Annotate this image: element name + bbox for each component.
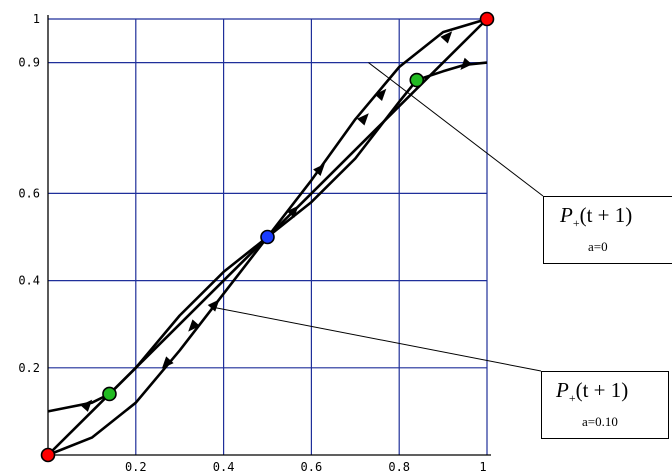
y-tick-label-3: 0.9	[18, 56, 40, 70]
x-tick-label-1: 0.4	[213, 460, 235, 474]
grid-lines	[48, 18, 488, 455]
fixed-point-2	[260, 229, 275, 245]
y-tick-label-2: 0.6	[18, 186, 40, 200]
arrow-head-4	[313, 163, 325, 177]
leader-line-0	[368, 62, 544, 197]
tick-labels: 0.2 0.4 0.6 0.8 1 0.2 0.4 0.6 0.9 1	[18, 12, 486, 474]
fixed-point-3	[102, 386, 117, 402]
arrow-head-7	[440, 31, 453, 44]
arrow-head-0	[80, 399, 93, 412]
leader-line-1	[210, 306, 542, 372]
x-tick-label-3: 0.8	[388, 460, 410, 474]
axes	[44, 15, 491, 459]
arrow-head-5	[357, 113, 369, 126]
arrow-4	[313, 163, 325, 177]
callout-leader-lines	[210, 62, 544, 372]
arrow-head-2	[188, 319, 200, 332]
callout-a010: P+(t + 1) a=0.10	[541, 371, 669, 439]
arrow-head-3	[286, 205, 299, 218]
arrow-1	[161, 356, 174, 369]
arrow-6	[374, 88, 387, 102]
callout-a010-label: P+(t + 1)	[556, 378, 629, 406]
x-tick-label-0: 0.2	[125, 460, 147, 474]
callout-a0: P+(t + 1) a=0	[543, 196, 672, 264]
fixed-point-4	[409, 72, 425, 88]
arrow-head-9	[207, 299, 220, 312]
callout-a010-param: a=0.10	[582, 414, 618, 429]
arrow-head-1	[161, 356, 174, 369]
direction-arrows	[80, 31, 473, 412]
x-tick-label-4: 1	[479, 460, 486, 474]
arrow-0	[80, 399, 93, 412]
arrow-2	[188, 319, 200, 332]
arrow-7	[440, 31, 453, 44]
arrow-5	[357, 113, 369, 126]
y-tick-label-4: 1	[33, 12, 40, 26]
arrow-head-8	[460, 57, 473, 70]
fixed-points	[40, 11, 495, 463]
arrow-8	[460, 57, 473, 70]
arrow-head-6	[374, 88, 387, 102]
y-tick-label-1: 0.4	[18, 274, 40, 288]
callout-a0-param: a=0	[588, 239, 608, 254]
x-tick-label-2: 0.6	[301, 460, 323, 474]
fixed-point-0	[40, 447, 56, 463]
callout-a0-label: P+(t + 1)	[560, 203, 633, 231]
y-tick-label-0: 0.2	[18, 361, 40, 375]
arrow-3	[286, 205, 299, 218]
arrow-9	[207, 299, 220, 312]
fixed-point-1	[479, 11, 495, 27]
